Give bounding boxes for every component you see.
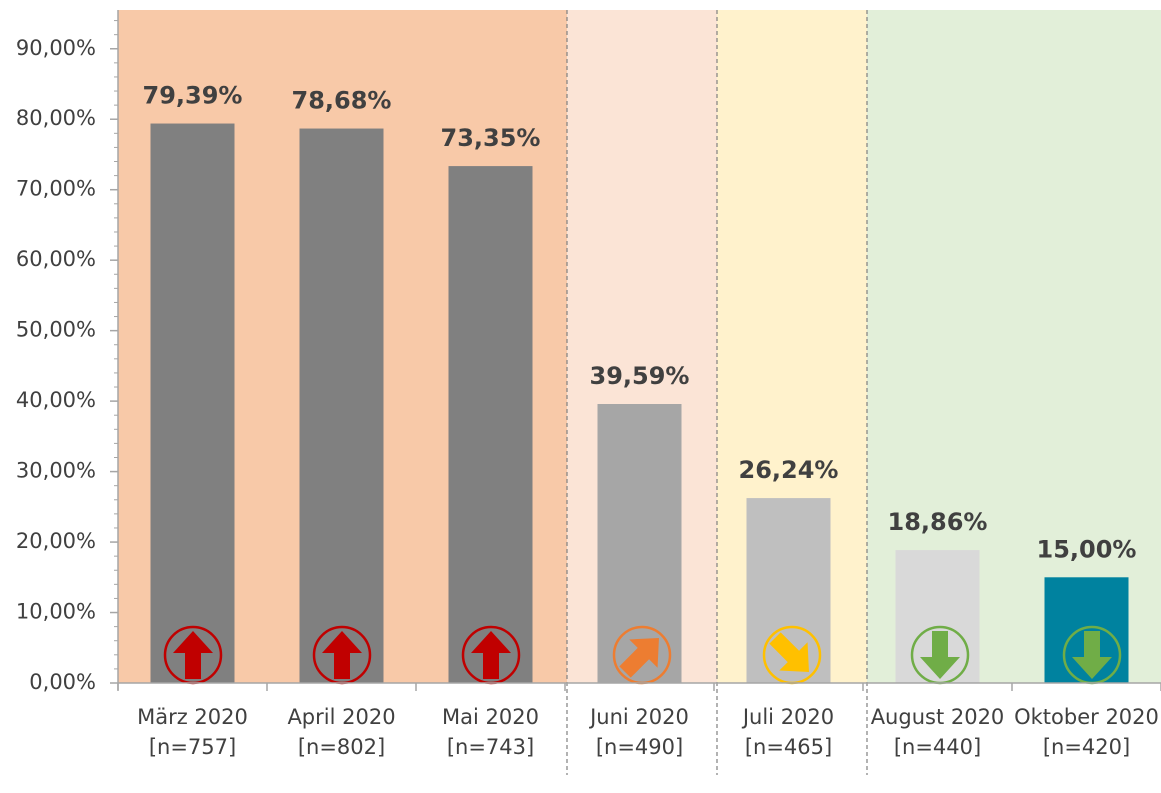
bar <box>150 123 235 683</box>
value-label: 78,68% <box>292 87 392 115</box>
x-tick-label: Juli 2020 [n=465] <box>741 705 834 759</box>
value-label: 18,86% <box>888 508 988 536</box>
bar <box>448 166 533 683</box>
axes <box>117 10 1161 690</box>
y-tick-label: 30,00% <box>16 459 96 483</box>
y-tick-label: 60,00% <box>16 247 96 271</box>
y-tick-label: 20,00% <box>16 529 96 553</box>
x-tick-label: April 2020 [n=802] <box>287 705 395 759</box>
value-label: 26,24% <box>739 456 839 484</box>
x-tick-label: August 2020 [n=440] <box>871 705 1005 759</box>
value-label: 79,39% <box>143 82 243 110</box>
y-tick-label: 10,00% <box>16 600 96 624</box>
y-tick-label: 50,00% <box>16 318 96 342</box>
bars <box>150 123 1129 683</box>
value-label: 73,35% <box>441 124 541 152</box>
value-label: 15,00% <box>1037 535 1137 563</box>
value-label: 39,59% <box>590 362 690 390</box>
separators <box>566 10 868 775</box>
x-tick-label: Juni 2020 [n=490] <box>588 705 689 759</box>
x-tick-label: Mai 2020 [n=743] <box>442 705 539 759</box>
y-tick-label: 90,00% <box>16 36 96 60</box>
bar <box>299 128 384 683</box>
y-tick-label: 40,00% <box>16 388 96 412</box>
x-tick-label: März 2020 [n=757] <box>137 705 248 759</box>
y-tick-label: 70,00% <box>16 177 96 201</box>
y-tick-label: 0,00% <box>29 670 96 694</box>
x-tick-label: Oktober 2020 [n=420] <box>1014 705 1159 759</box>
bar <box>597 404 682 683</box>
y-tick-label: 80,00% <box>16 106 96 130</box>
